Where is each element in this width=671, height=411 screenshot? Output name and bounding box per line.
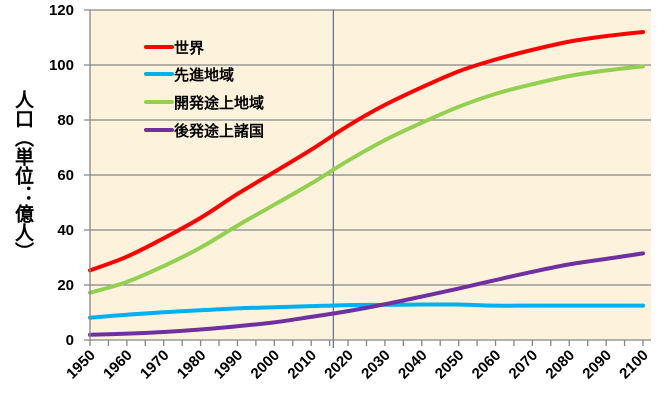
x-tick-label: 2020 xyxy=(321,347,357,383)
x-tick-label: 1950 xyxy=(63,347,99,383)
y-tick-label: 60 xyxy=(57,167,74,184)
x-tick-label: 2050 xyxy=(432,347,468,383)
legend-label: 後発途上諸国 xyxy=(173,122,264,140)
y-axis-label: 人口（単位：億人） xyxy=(12,90,34,261)
x-tick-label: 2060 xyxy=(469,347,505,383)
x-tick-label: 2030 xyxy=(358,347,394,383)
x-tick-label: 2070 xyxy=(506,347,542,383)
y-tick-label: 100 xyxy=(49,57,74,74)
series-line-先進地域 xyxy=(88,302,645,320)
x-tick-label: 1990 xyxy=(211,347,247,383)
legend-label: 開発途上地域 xyxy=(174,94,264,112)
x-tick-label: 1970 xyxy=(137,347,173,383)
x-tick-label: 2000 xyxy=(248,347,284,383)
series-line-後発途上諸国 xyxy=(88,251,645,337)
x-tick-labels: 1950 1960 1970 1980 1990 2000 2010 2020 2030 2040… xyxy=(63,347,652,383)
series-line-世界 xyxy=(88,30,645,273)
y-tick-label: 120 xyxy=(49,2,74,19)
axes xyxy=(84,10,651,346)
y-tick-label: 0 xyxy=(66,332,74,349)
legend-label: 先進地域 xyxy=(174,66,234,84)
legend-label: 世界 xyxy=(174,39,204,57)
x-tick-label: 2100 xyxy=(616,347,652,383)
y-tick-label: 40 xyxy=(57,222,74,239)
y-tick-label: 80 xyxy=(57,112,74,129)
y-tick-label: 20 xyxy=(57,277,74,294)
x-tick-label: 2090 xyxy=(579,347,615,383)
series-lines xyxy=(88,30,645,337)
x-tick-label: 2010 xyxy=(284,347,320,383)
x-tick-label: 1980 xyxy=(174,347,210,383)
x-tick-label: 2080 xyxy=(542,347,578,383)
series-line-開発途上地域 xyxy=(88,64,645,295)
y-tick-labels: 0 20 40 60 80 100 120 xyxy=(49,2,74,349)
x-tick-label: 2040 xyxy=(395,347,431,383)
x-tick-label: 1960 xyxy=(100,347,136,383)
